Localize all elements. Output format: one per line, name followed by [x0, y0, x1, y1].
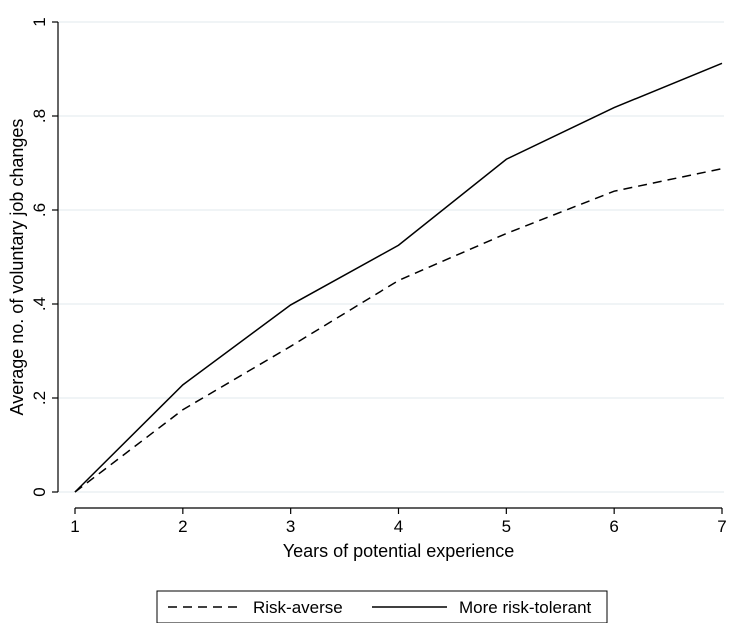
y-tick-label: .4 — [30, 297, 49, 311]
x-axis-title: Years of potential experience — [283, 541, 515, 561]
series-line-risk-averse — [74, 167, 723, 493]
y-tick-label: 1 — [30, 17, 49, 26]
x-ticks: 1 2 3 4 5 6 7 — [70, 508, 727, 536]
legend-label-risk-averse: Risk-averse — [253, 598, 343, 617]
x-tick-label: 1 — [70, 517, 79, 536]
x-tick-label: 4 — [394, 517, 403, 536]
y-tick-label: .2 — [30, 391, 49, 405]
legend: Risk-averse More risk-tolerant — [156, 590, 608, 623]
x-tick-label: 5 — [502, 517, 511, 536]
series-line-more-risk-tolerant — [74, 62, 723, 493]
x-tick-label: 3 — [286, 517, 295, 536]
y-tick-label: 0 — [30, 487, 49, 496]
x-tick-label: 6 — [609, 517, 618, 536]
series-lines — [74, 62, 723, 493]
y-tick-label: .6 — [30, 203, 49, 217]
y-ticks: 0 .2 .4 .6 .8 1 — [30, 17, 58, 497]
x-tick-label: 2 — [178, 517, 187, 536]
x-tick-label: 7 — [717, 517, 726, 536]
legend-label-more-risk-tolerant: More risk-tolerant — [459, 598, 592, 617]
y-axis-title: Average no. of voluntary job changes — [7, 119, 27, 416]
y-tick-label: .8 — [30, 109, 49, 123]
